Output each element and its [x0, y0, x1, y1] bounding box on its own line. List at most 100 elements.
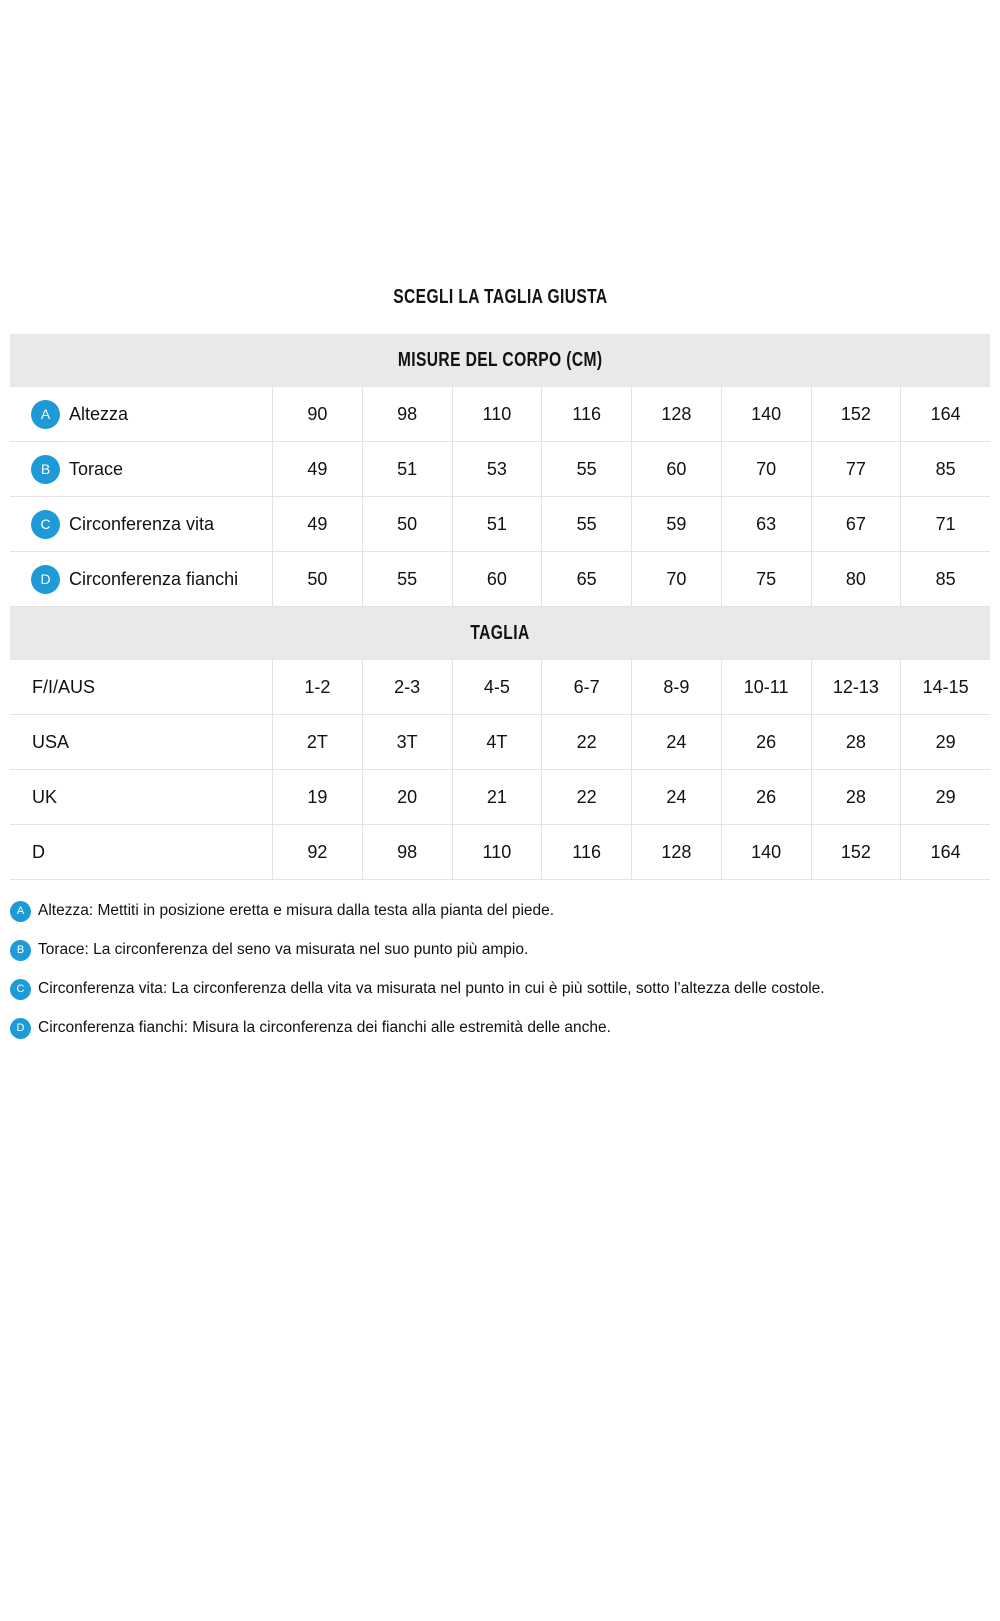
footnote-circonferenza-fianchi: D Circonferenza fianchi: Misura la circo… [10, 1017, 990, 1039]
footnotes: A Altezza: Mettiti in posizione eretta e… [10, 900, 990, 1039]
page-title: SCEGLI LA TAGLIA GIUSTA [0, 287, 1000, 308]
value-cell: 164 [900, 387, 990, 441]
value-cell: 116 [541, 825, 631, 879]
value-cell: 14-15 [900, 660, 990, 714]
value-cell: 29 [900, 770, 990, 824]
value-cell: 152 [810, 387, 901, 441]
value-cell: 49 [272, 442, 362, 496]
value-cell: 98 [361, 387, 452, 441]
row-label-cell: UK [10, 770, 272, 824]
table-row-circonferenza-vita: C Circonferenza vita 49 50 51 55 59 63 6… [10, 497, 990, 552]
value-cell: 90 [272, 387, 362, 441]
section-header-text: TAGLIA [470, 622, 530, 644]
value-cell: 29 [900, 715, 990, 769]
section-header-body-measurements: MISURE DEL CORPO (CM) [10, 334, 990, 387]
value-cell: 77 [810, 442, 901, 496]
row-label-cell: B Torace [10, 442, 272, 496]
value-cell: 19 [272, 770, 362, 824]
value-cell: 128 [631, 825, 721, 879]
row-label-cell: USA [10, 715, 272, 769]
value-cell: 8-9 [631, 660, 721, 714]
section-header-text: MISURE DEL CORPO (CM) [397, 349, 603, 371]
value-cell: 63 [720, 497, 811, 551]
value-cell: 3T [361, 715, 452, 769]
badge-c-icon: C [31, 509, 60, 539]
footnote-altezza: A Altezza: Mettiti in posizione eretta e… [10, 900, 990, 922]
badge-d-icon: D [31, 564, 60, 594]
value-cell: 65 [541, 552, 631, 606]
value-cell: 6-7 [541, 660, 631, 714]
value-cell: 12-13 [810, 660, 901, 714]
value-cell: 92 [272, 825, 362, 879]
value-cell: 28 [810, 715, 901, 769]
footnote-circonferenza-vita: C Circonferenza vita: La circonferenza d… [10, 978, 990, 1000]
section-header-taglia: TAGLIA [10, 607, 990, 660]
row-label-cell: C Circonferenza vita [10, 497, 272, 551]
table-row-usa: USA 2T 3T 4T 22 24 26 28 29 [10, 715, 990, 770]
value-cell: 22 [541, 770, 631, 824]
badge-b-icon: B [31, 454, 60, 484]
value-cell: 152 [810, 825, 901, 879]
value-cell: 2-3 [361, 660, 452, 714]
value-cell: 10-11 [720, 660, 811, 714]
value-cell: 85 [900, 552, 990, 606]
row-label: Altezza [69, 403, 129, 424]
value-cell: 164 [900, 825, 990, 879]
value-cell: 70 [631, 552, 721, 606]
value-cell: 60 [451, 552, 542, 606]
value-cell: 70 [720, 442, 811, 496]
value-cell: 24 [631, 770, 721, 824]
page-title-text: SCEGLI LA TAGLIA GIUSTA [392, 286, 608, 308]
value-cell: 26 [720, 715, 811, 769]
value-cell: 116 [541, 387, 631, 441]
value-cell: 2T [272, 715, 362, 769]
value-cell: 51 [361, 442, 452, 496]
value-cell: 140 [720, 825, 811, 879]
badge-a-icon: A [10, 900, 31, 922]
row-label-cell: D [10, 825, 272, 879]
value-cell: 53 [451, 442, 542, 496]
row-label: D [32, 841, 45, 862]
value-cell: 50 [361, 497, 452, 551]
row-label-cell: F/I/AUS [10, 660, 272, 714]
value-cell: 80 [810, 552, 901, 606]
row-label-cell: D Circonferenza fianchi [10, 552, 272, 606]
value-cell: 51 [451, 497, 542, 551]
value-cell: 55 [541, 442, 631, 496]
value-cell: 28 [810, 770, 901, 824]
table-row-altezza: A Altezza 90 98 110 116 128 140 152 164 [10, 387, 990, 442]
badge-d-icon: D [10, 1017, 31, 1039]
value-cell: 71 [900, 497, 990, 551]
value-cell: 22 [541, 715, 631, 769]
value-cell: 50 [272, 552, 362, 606]
table-row-d: D 92 98 110 116 128 140 152 164 [10, 825, 990, 880]
footnote-text: Circonferenza vita: La circonferenza del… [38, 980, 825, 997]
row-label: Circonferenza vita [69, 513, 215, 534]
footnote-text: Circonferenza fianchi: Misura la circonf… [38, 1019, 611, 1036]
value-cell: 20 [361, 770, 452, 824]
value-cell: 140 [720, 387, 811, 441]
value-cell: 4-5 [451, 660, 542, 714]
value-cell: 128 [631, 387, 721, 441]
value-cell: 49 [272, 497, 362, 551]
badge-c-icon: C [10, 978, 31, 1000]
value-cell: 24 [631, 715, 721, 769]
footnote-text: Torace: La circonferenza del seno va mis… [38, 941, 529, 958]
value-cell: 55 [361, 552, 452, 606]
value-cell: 85 [900, 442, 990, 496]
value-cell: 75 [720, 552, 811, 606]
row-label: Torace [69, 458, 124, 479]
row-label: USA [32, 731, 70, 752]
footnote-text: Altezza: Mettiti in posizione eretta e m… [38, 902, 555, 919]
size-chart-table: MISURE DEL CORPO (CM) A Altezza 90 98 11… [10, 334, 990, 880]
row-label: Circonferenza fianchi [69, 568, 239, 589]
row-label: F/I/AUS [32, 676, 96, 697]
value-cell: 67 [810, 497, 901, 551]
value-cell: 60 [631, 442, 721, 496]
value-cell: 26 [720, 770, 811, 824]
value-cell: 1-2 [272, 660, 362, 714]
value-cell: 55 [541, 497, 631, 551]
badge-b-icon: B [10, 939, 31, 961]
value-cell: 110 [451, 825, 542, 879]
table-row-circonferenza-fianchi: D Circonferenza fianchi 50 55 60 65 70 7… [10, 552, 990, 607]
